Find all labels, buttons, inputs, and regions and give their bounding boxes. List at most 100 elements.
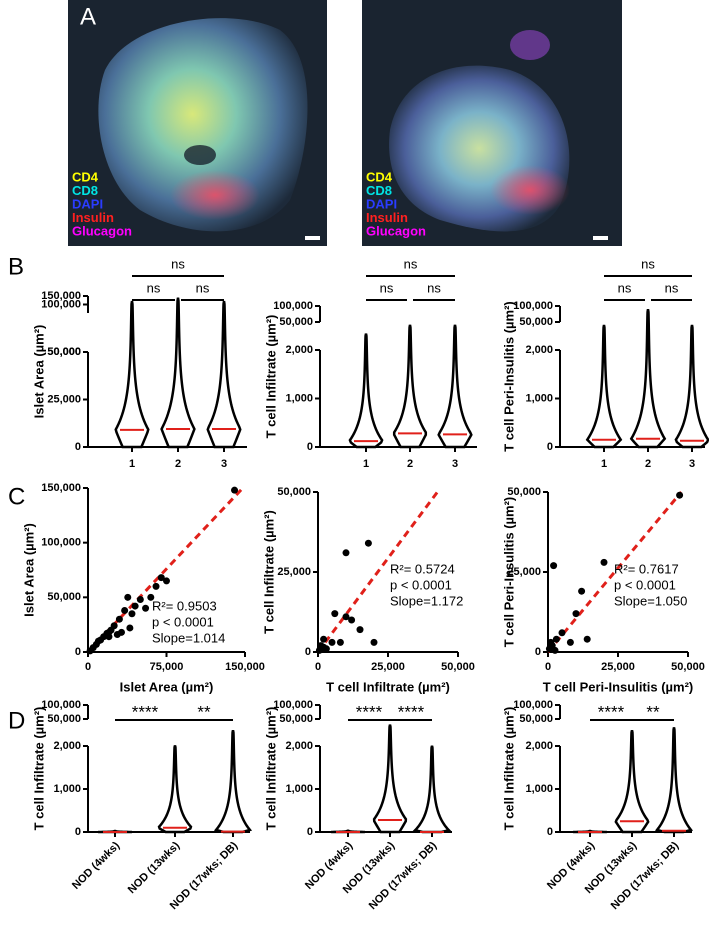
violin <box>372 724 408 834</box>
significance-label: **** <box>132 702 159 721</box>
x-tick-label: 2 <box>645 458 651 470</box>
x-tick-label: 3 <box>689 458 695 470</box>
violin <box>206 300 242 449</box>
y-tick-label: 150,000 <box>41 482 81 494</box>
data-point <box>364 539 372 547</box>
y-tick-label: 150,000 <box>41 290 81 302</box>
x-tick-label: 75,000 <box>150 661 184 673</box>
significance-label: ns <box>641 256 655 271</box>
y-tick-label: 1,000 <box>285 392 313 404</box>
x-tick-label: 50,000 <box>441 661 475 673</box>
y-tick-label: 0 <box>547 826 553 838</box>
x-tick-label: 3 <box>221 458 227 470</box>
data-point <box>572 610 580 618</box>
data-point <box>370 638 378 646</box>
legend-entry: DAPI <box>366 196 397 211</box>
y-tick-label: 25,000 <box>507 566 541 578</box>
data-point <box>328 638 336 646</box>
y-tick-label: 1,000 <box>525 392 553 404</box>
y-tick-label: 1,000 <box>525 783 553 795</box>
x-tick-label: 50,000 <box>671 661 705 673</box>
y-tick-label: 1,000 <box>53 783 81 795</box>
significance-label: ns <box>147 280 161 295</box>
x-tick-label: 1 <box>363 458 369 470</box>
y-axis-label: T cell Peri-Insulitis (µm²) <box>501 301 516 452</box>
y-tick-label: 100,000 <box>513 699 553 711</box>
data-point <box>124 593 132 601</box>
data-point <box>131 602 139 610</box>
violin <box>614 729 650 834</box>
legend-entry: DAPI <box>72 196 103 211</box>
significance-label: **** <box>598 702 625 721</box>
data-point <box>342 549 350 557</box>
x-axis-label: T cell Infiltrate (µm²) <box>326 679 450 694</box>
panel-label: A <box>80 3 96 30</box>
significance-label: ns <box>404 256 418 271</box>
violin <box>114 300 150 449</box>
data-point <box>128 610 136 618</box>
y-tick-label: 0 <box>75 441 81 453</box>
y-tick-label: 50,000 <box>279 316 313 328</box>
y-tick-label: 2,000 <box>285 344 313 356</box>
violin <box>674 324 709 449</box>
violin <box>654 727 694 834</box>
micrograph-right <box>362 0 622 246</box>
data-point <box>115 615 123 623</box>
data-point <box>583 635 591 643</box>
data-point <box>231 486 239 494</box>
y-tick-label: 0 <box>75 646 81 658</box>
stat-text: Slope=1.050 <box>614 593 687 608</box>
data-point <box>550 562 558 570</box>
data-point <box>110 622 118 630</box>
x-axis-label: T cell Peri-Insulitis (µm²) <box>543 679 694 694</box>
data-point <box>322 645 330 653</box>
x-tick-label: 0 <box>545 661 551 673</box>
stat-text: p < 0.0001 <box>390 577 452 592</box>
y-tick-label: 50,000 <box>47 591 81 603</box>
y-tick-label: 50,000 <box>279 713 313 725</box>
y-tick-label: 0 <box>305 646 311 658</box>
y-axis-label: T cell Infiltrate (µm²) <box>261 510 276 634</box>
x-tick-label: NOD (13wks) <box>126 839 183 896</box>
y-axis-label: T cell Infiltrate (µm²) <box>31 707 46 831</box>
y-tick-label: 2,000 <box>525 740 553 752</box>
y-tick-label: 0 <box>307 826 313 838</box>
significance-label: ns <box>196 280 210 295</box>
y-axis-label: T cell Peri-Insulitis (µm²) <box>501 497 516 648</box>
data-point <box>336 638 344 646</box>
data-point <box>676 491 684 499</box>
stat-text: R²= 0.5724 <box>390 561 455 576</box>
y-tick-label: 50,000 <box>507 486 541 498</box>
data-point <box>117 628 125 636</box>
micrograph-left <box>68 0 327 246</box>
legend-entry: CD8 <box>366 183 392 198</box>
legend-entry: CD8 <box>72 183 98 198</box>
data-point <box>105 633 113 641</box>
significance-label: ns <box>380 280 394 295</box>
violin <box>392 324 428 449</box>
data-point <box>558 629 566 637</box>
violin <box>213 729 253 834</box>
violin <box>160 297 196 449</box>
data-point <box>551 646 559 654</box>
data-point <box>356 626 364 634</box>
legend-entry: Glucagon <box>72 223 132 238</box>
legend-entry: Glucagon <box>366 223 426 238</box>
x-axis-label: Islet Area (µm²) <box>120 679 214 694</box>
stat-text: Slope=1.172 <box>390 593 463 608</box>
data-point <box>136 596 144 604</box>
data-point <box>600 558 608 566</box>
y-tick-label: 50,000 <box>47 346 81 358</box>
y-tick-label: 50,000 <box>519 316 553 328</box>
violin <box>412 745 452 834</box>
data-point <box>126 624 134 632</box>
y-tick-label: 100,000 <box>273 300 313 312</box>
y-tick-label: 100,000 <box>513 300 553 312</box>
legend-entry: Insulin <box>72 210 114 225</box>
y-axis-label: T cell Infiltrate (µm²) <box>263 707 278 831</box>
y-axis-label: Islet Area (µm²) <box>21 523 36 617</box>
y-tick-label: 50,000 <box>519 713 553 725</box>
y-tick-label: 50,000 <box>47 713 81 725</box>
